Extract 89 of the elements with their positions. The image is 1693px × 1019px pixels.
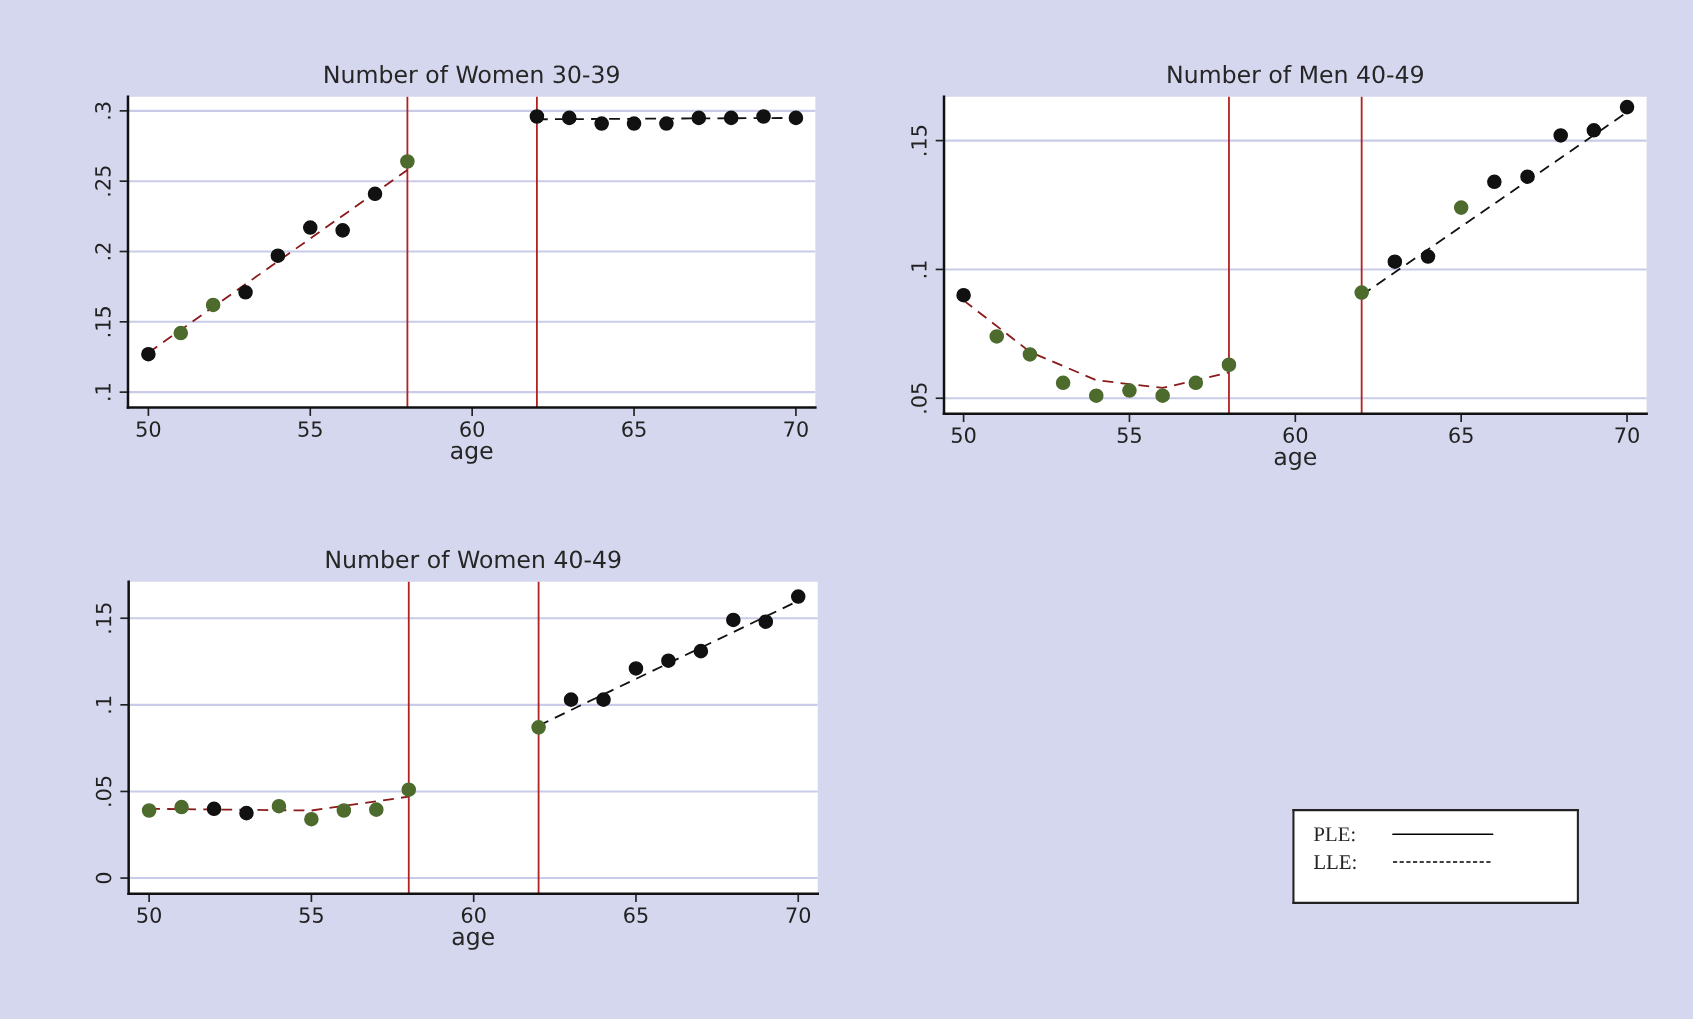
x-tick-label: 50 — [951, 427, 976, 444]
y-tick-label: .05 — [911, 383, 927, 413]
x-tick-label: 65 — [622, 421, 646, 437]
point — [205, 297, 221, 313]
x-tick-label: 70 — [784, 421, 808, 437]
x-tick-label: 60 — [461, 907, 486, 923]
point — [401, 782, 417, 798]
point — [174, 799, 189, 815]
point — [1155, 388, 1170, 403]
point — [1387, 254, 1403, 269]
point — [1022, 347, 1038, 362]
point — [1354, 285, 1369, 300]
point — [628, 661, 644, 676]
point — [173, 325, 189, 341]
point — [1520, 169, 1535, 184]
point — [302, 220, 318, 235]
point — [141, 346, 156, 362]
y-tick-label: .15 — [95, 603, 112, 633]
point — [989, 329, 1005, 344]
chart-title: Number of Women 40-49 — [326, 550, 621, 569]
point — [304, 811, 319, 827]
x-tick-label: 55 — [1117, 427, 1141, 444]
point — [790, 589, 806, 604]
point — [956, 287, 971, 303]
point — [336, 803, 352, 818]
point — [723, 110, 739, 126]
x-tick-label: 50 — [137, 907, 161, 923]
x-axis-title: age — [452, 931, 494, 950]
x-axis-title: age — [451, 445, 493, 464]
point — [369, 802, 384, 817]
point — [270, 248, 286, 264]
point — [238, 284, 253, 300]
point — [1088, 388, 1104, 403]
chart-title: Number of Women 30-39 — [325, 64, 619, 84]
y-tick-label: .15 — [95, 307, 111, 337]
point — [367, 186, 383, 202]
point — [626, 116, 642, 131]
x-axis-title: age — [1274, 451, 1317, 470]
point — [1487, 174, 1502, 190]
point — [594, 116, 609, 131]
text: LLE: — [1313, 855, 1356, 870]
y-tick-label: .1 — [95, 384, 111, 400]
point — [661, 653, 676, 668]
x-tick-label: 60 — [1283, 427, 1308, 444]
point — [1453, 200, 1469, 215]
x-tick-label: 50 — [136, 421, 161, 437]
point — [726, 612, 741, 628]
point — [206, 801, 222, 817]
y-tick-label: .15 — [911, 125, 927, 155]
point — [1055, 375, 1071, 391]
point — [691, 110, 707, 126]
point — [239, 805, 254, 821]
y-tick-label: .1 — [911, 261, 927, 278]
x-tick-label: 65 — [624, 907, 648, 923]
point — [788, 110, 804, 126]
point — [1553, 128, 1568, 143]
point — [529, 109, 545, 124]
point — [693, 643, 709, 659]
y-tick-label: .1 — [95, 696, 112, 713]
point — [1122, 383, 1137, 398]
x-tick-label: 65 — [1449, 427, 1473, 444]
point — [141, 803, 157, 818]
point — [531, 720, 546, 735]
point — [659, 116, 674, 131]
point — [1420, 249, 1436, 264]
x-tick-label: 55 — [298, 421, 322, 437]
y-tick-label: .25 — [95, 166, 111, 196]
point — [400, 154, 415, 169]
y-tick-label: .05 — [95, 776, 112, 806]
x-tick-label: 70 — [1615, 427, 1639, 444]
point — [1619, 99, 1635, 115]
point — [562, 110, 577, 126]
point — [563, 692, 579, 707]
chart-title: Number of Men 40-49 — [1168, 64, 1423, 84]
point — [335, 223, 350, 238]
x-tick-label: 55 — [299, 907, 323, 923]
point — [596, 692, 611, 707]
text: PLE: — [1313, 827, 1355, 842]
point — [271, 798, 287, 814]
y-tick-label: 0 — [95, 872, 112, 884]
y-tick-label: .3 — [95, 102, 111, 119]
point — [756, 109, 771, 124]
point — [758, 614, 774, 629]
y-tick-label: .2 — [95, 243, 111, 260]
point — [1221, 357, 1237, 373]
point — [1586, 123, 1602, 138]
x-tick-label: 70 — [786, 907, 811, 923]
point — [1188, 375, 1204, 391]
x-tick-label: 60 — [460, 421, 485, 437]
